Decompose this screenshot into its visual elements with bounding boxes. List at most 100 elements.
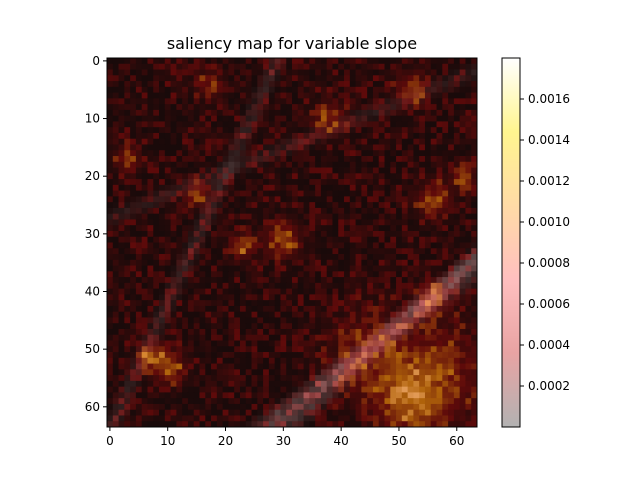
heatmap-cell — [153, 311, 160, 318]
heatmap-cell — [378, 179, 385, 186]
heatmap-cell — [147, 109, 154, 117]
heatmap-cell — [107, 184, 114, 192]
heatmap-cell — [263, 392, 270, 399]
heatmap-cell — [239, 92, 247, 99]
heatmap-cell — [355, 352, 362, 359]
heatmap-cell — [263, 334, 270, 341]
heatmap-cell — [112, 346, 119, 353]
heatmap-cell — [448, 213, 455, 220]
heatmap-cell — [205, 207, 212, 215]
heatmap-cell — [332, 421, 339, 428]
heatmap-cell — [401, 150, 409, 157]
heatmap-cell — [465, 346, 472, 353]
heatmap-cell — [268, 380, 276, 388]
heatmap-cell — [442, 75, 449, 82]
heatmap-cell — [268, 288, 276, 295]
heatmap-cell — [187, 363, 195, 370]
heatmap-cell — [228, 236, 235, 243]
heatmap-cell — [222, 271, 229, 278]
heatmap-cell — [297, 167, 304, 174]
heatmap-cell — [147, 323, 154, 330]
heatmap-cell — [297, 98, 304, 105]
heatmap-cell — [297, 357, 304, 364]
heatmap-cell — [332, 69, 339, 76]
heatmap-cell — [465, 202, 472, 209]
heatmap-cell — [205, 132, 212, 140]
heatmap-cell — [135, 265, 143, 272]
heatmap-cell — [442, 115, 449, 122]
heatmap-cell — [436, 282, 443, 290]
heatmap-cell — [124, 340, 131, 347]
heatmap-cell — [107, 242, 114, 249]
heatmap-cell — [442, 357, 449, 364]
heatmap-cell — [176, 317, 183, 324]
heatmap-cell — [349, 248, 356, 255]
heatmap-cell — [292, 282, 299, 290]
heatmap-cell — [384, 409, 391, 416]
heatmap-cell — [239, 115, 247, 122]
heatmap-cell — [124, 294, 131, 301]
heatmap-cell — [407, 92, 414, 99]
heatmap-cell — [297, 305, 304, 313]
heatmap-cell — [326, 132, 333, 140]
heatmap-cell — [107, 259, 114, 266]
heatmap-cell — [222, 236, 229, 243]
heatmap-cell — [228, 248, 235, 255]
heatmap-cell — [303, 58, 310, 65]
heatmap-cell — [263, 58, 270, 65]
heatmap-cell — [147, 317, 154, 324]
heatmap-cell — [453, 363, 461, 370]
heatmap-cell — [239, 340, 247, 347]
heatmap-cell — [205, 75, 212, 82]
heatmap-cell — [430, 75, 437, 82]
heatmap-cell — [286, 282, 293, 290]
heatmap-cell — [193, 115, 200, 122]
heatmap-cell — [320, 277, 328, 284]
heatmap-cell — [135, 202, 143, 209]
heatmap-cell — [193, 363, 200, 370]
heatmap-cell — [234, 196, 241, 203]
heatmap-cell — [228, 75, 235, 82]
heatmap-cell — [361, 386, 368, 393]
heatmap-cell — [355, 415, 362, 422]
heatmap-cell — [292, 340, 299, 347]
heatmap-cell — [211, 213, 218, 220]
heatmap-cell — [465, 300, 472, 307]
heatmap-cell — [344, 277, 351, 284]
heatmap-cell — [355, 248, 362, 255]
heatmap-cell — [297, 173, 304, 180]
heatmap-cell — [239, 138, 247, 145]
heatmap-cell — [459, 300, 466, 307]
heatmap-cell — [297, 202, 304, 209]
heatmap-cell — [193, 219, 200, 226]
heatmap-cell — [367, 271, 374, 278]
heatmap-cell — [107, 69, 114, 76]
heatmap-cell — [459, 409, 466, 416]
heatmap-cell — [274, 236, 281, 243]
heatmap-cell — [390, 398, 397, 405]
heatmap-cell — [292, 115, 299, 122]
heatmap-cell — [436, 161, 443, 168]
heatmap-cell — [286, 259, 293, 266]
heatmap-cell — [442, 144, 449, 151]
heatmap-cell — [390, 144, 397, 151]
heatmap-cell — [193, 173, 200, 180]
heatmap-cell — [292, 161, 299, 168]
heatmap-cell — [135, 415, 143, 422]
heatmap-cell — [309, 409, 316, 416]
heatmap-cell — [107, 109, 114, 117]
heatmap-cell — [257, 386, 264, 393]
heatmap-cell — [332, 294, 339, 301]
heatmap-cell — [349, 357, 356, 364]
heatmap-cell — [130, 179, 137, 186]
heatmap-cell — [303, 81, 310, 88]
heatmap-cell — [332, 132, 339, 140]
heatmap-cell — [297, 392, 304, 399]
heatmap-cell — [118, 369, 125, 376]
heatmap-cell — [361, 156, 368, 163]
heatmap-cell — [442, 184, 449, 192]
heatmap-cell — [222, 398, 229, 405]
heatmap-cell — [274, 409, 281, 416]
heatmap-cell — [396, 92, 403, 99]
heatmap-cell — [118, 161, 125, 168]
